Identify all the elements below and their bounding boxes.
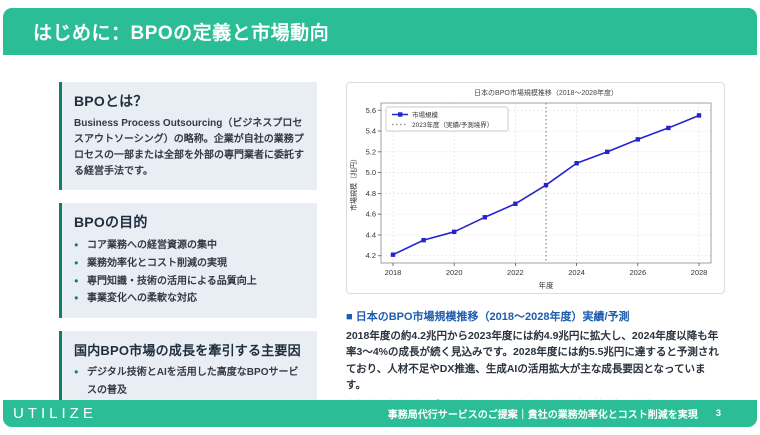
svg-text:2023年度（実績/予測境界）: 2023年度（実績/予測境界）: [412, 120, 493, 129]
right-column: 4.2 4.4 4.6 4.8 5.0 5.2 5.4 5.6 2018 2020 2022 2024…: [346, 82, 725, 427]
line-chart-svg: 4.2 4.4 4.6 4.8 5.0 5.2 5.4 5.6 2018 2020 2022 2024…: [349, 88, 712, 290]
chart-description: 2018年度の約4.2兆円から2023年度には約4.9兆円に拡大し、2024年度…: [346, 330, 719, 391]
footer-right: 事務局代行サービスのご提案｜貴社の業務効率化とコスト削減を実現 3: [388, 406, 721, 421]
section-heading: BPOの目的: [74, 214, 148, 230]
svg-text:2022: 2022: [507, 268, 524, 277]
section-body-text: Business Process Outsourcing（ビジネスプロセスアウト…: [74, 118, 304, 177]
slide-footer: UTILIZE 事務局代行サービスのご提案｜貴社の業務効率化とコスト削減を実現 …: [3, 400, 757, 427]
list-item: 業務効率化とコスト削減の実現: [74, 255, 305, 273]
svg-text:4.6: 4.6: [366, 210, 376, 219]
svg-text:2028: 2028: [691, 268, 708, 277]
svg-text:4.8: 4.8: [366, 189, 376, 198]
svg-text:2020: 2020: [446, 268, 463, 277]
footer-tagline: 事務局代行サービスのご提案｜貴社の業務効率化とコスト削減を実現: [387, 410, 698, 421]
svg-text:2018: 2018: [385, 268, 402, 277]
utilize-logo: UTILIZE: [13, 405, 97, 422]
svg-text:4.4: 4.4: [366, 230, 376, 239]
slide-header: はじめに：BPOの定義と市場動向: [3, 8, 757, 55]
list-item: 事業変化への柔軟な対応: [74, 290, 305, 308]
svg-text:2024: 2024: [568, 268, 585, 277]
svg-text:5.4: 5.4: [366, 127, 376, 136]
page-number: 3: [715, 408, 721, 419]
bpo-market-line-chart: 4.2 4.4 4.6 4.8 5.0 5.2 5.4 5.6 2018 2020 2022 2024…: [346, 82, 725, 294]
svg-text:日本のBPO市場規模推移（2018～2028年度）: 日本のBPO市場規模推移（2018～2028年度）: [474, 88, 618, 97]
left-column: BPOとは？ Business Process Outsourcing（ビジネス…: [59, 82, 317, 427]
svg-text:市場規模: 市場規模: [412, 110, 439, 119]
section-heading: 国内BPO市場の成長を牽引する主要因: [74, 343, 301, 359]
slide: はじめに：BPOの定義と市場動向 BPOとは？ Business Process…: [3, 8, 757, 427]
svg-text:年度: 年度: [539, 280, 554, 290]
svg-text:4.2: 4.2: [366, 251, 376, 260]
svg-text:5.6: 5.6: [366, 106, 376, 115]
svg-text:2026: 2026: [629, 268, 646, 277]
page-title: はじめに：BPOの定義と市場動向: [33, 23, 330, 44]
list-item: コア業務への経営資源の集中: [74, 237, 305, 255]
section-heading: BPOとは？: [74, 93, 148, 109]
svg-text:5.0: 5.0: [366, 168, 376, 177]
bullet-list: コア業務への経営資源の集中 業務効率化とコスト削減の実現 専門知識・技術の活用に…: [74, 237, 305, 308]
list-item: デジタル技術とAIを活用した高度なBPOサービスの普及: [74, 364, 305, 400]
section-bpo-definition: BPOとは？ Business Process Outsourcing（ビジネス…: [59, 82, 317, 190]
svg-text:市場規模（兆円）: 市場規模（兆円）: [349, 155, 358, 211]
slide-body: BPOとは？ Business Process Outsourcing（ビジネス…: [3, 55, 757, 427]
svg-text:5.2: 5.2: [366, 147, 376, 156]
list-item: 専門知識・技術の活用による品質向上: [74, 273, 305, 291]
section-bpo-purpose: BPOの目的 コア業務への経営資源の集中 業務効率化とコスト削減の実現 専門知識…: [59, 203, 317, 319]
chart-caption: ■ 日本のBPO市場規模推移（2018～2028年度）実績/予測: [346, 311, 630, 323]
